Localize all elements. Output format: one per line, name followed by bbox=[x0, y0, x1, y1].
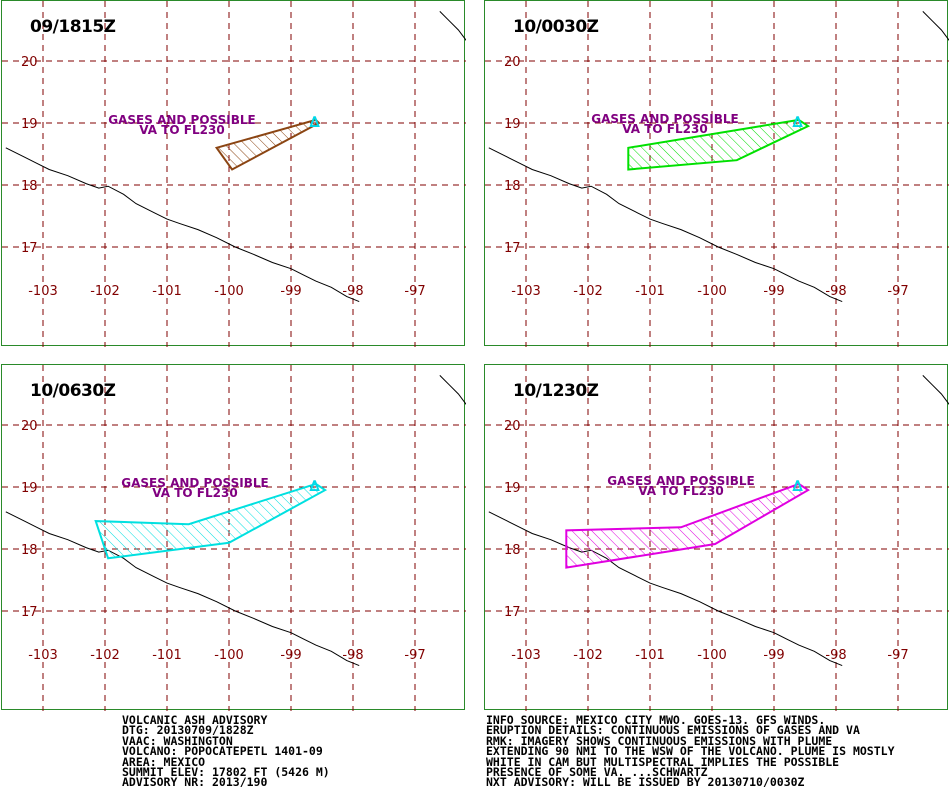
advisory-line: RMK: IMAGERY SHOWS CONTINUOUS EMISSIONS … bbox=[486, 733, 833, 748]
longitude-tick-label: -101 bbox=[152, 284, 182, 299]
volcano-icon: ∆ bbox=[792, 113, 803, 131]
latitude-tick-label: 19 bbox=[504, 117, 521, 132]
coastline bbox=[488, 147, 843, 303]
longitude-tick-label: -99 bbox=[763, 648, 784, 663]
latitude-tick-label: 20 bbox=[504, 55, 521, 70]
advisory-header-block: VOLCANIC ASH ADVISORY DTG: 20130709/1828… bbox=[122, 713, 330, 790]
longitude-tick-label: -99 bbox=[763, 284, 784, 299]
longitude-tick-label: -98 bbox=[342, 284, 363, 299]
advisory-line: VAAC: WASHINGTON bbox=[122, 733, 233, 748]
coastline bbox=[922, 375, 949, 405]
map-canvas: 20 19 18 17 -103 -102 -101 -100 -99 -98 -97 ∆ GASES … bbox=[485, 1, 949, 347]
latitude-tick-label: 19 bbox=[21, 117, 38, 132]
ash-cloud-label: VA TO FL230 bbox=[638, 484, 723, 498]
map-canvas: 20 19 18 17 -103 -102 -101 -100 -99 -98 -97 ∆ GASES … bbox=[2, 1, 466, 347]
longitude-tick-label: -100 bbox=[214, 648, 244, 663]
longitude-tick-label: -103 bbox=[511, 648, 541, 663]
coastline bbox=[439, 11, 466, 41]
ash-cloud-polygon bbox=[94, 482, 328, 560]
longitude-tick-label: -98 bbox=[342, 648, 363, 663]
volcano-icon: ∆ bbox=[792, 477, 803, 495]
advisory-line: AREA: MEXICO bbox=[122, 754, 206, 769]
advisory-line: PRESENCE OF SOME VA. ...SCHWARTZ bbox=[486, 765, 708, 780]
map-panel-4: 20 19 18 17 -103 -102 -101 -100 -99 -98 -97 ∆ GASES … bbox=[484, 364, 949, 711]
longitude-tick-label: -100 bbox=[214, 284, 244, 299]
map-canvas: 20 19 18 17 -103 -102 -101 -100 -99 -98 -97 ∆ GASES … bbox=[2, 365, 466, 711]
advisory-line: NXT ADVISORY: WILL BE ISSUED BY 20130710… bbox=[486, 775, 805, 790]
longitude-tick-label: -99 bbox=[280, 648, 301, 663]
map-canvas: 20 19 18 17 -103 -102 -101 -100 -99 -98 -97 ∆ GASES … bbox=[485, 365, 949, 711]
coastline bbox=[5, 511, 360, 667]
ash-cloud-label: GASES AND POSSIBLE bbox=[591, 112, 738, 126]
longitude-tick-label: -103 bbox=[28, 648, 58, 663]
latitude-tick-label: 18 bbox=[21, 543, 38, 558]
longitude-tick-label: -101 bbox=[635, 284, 665, 299]
latitude-tick-label: 19 bbox=[504, 481, 521, 496]
longitude-tick-label: -97 bbox=[404, 648, 425, 663]
coastline bbox=[922, 11, 949, 41]
ash-cloud-polygon bbox=[627, 118, 811, 171]
ash-cloud-label: VA TO FL230 bbox=[622, 122, 707, 136]
longitude-tick-label: -99 bbox=[280, 284, 301, 299]
ash-cloud-polygon bbox=[214, 118, 321, 171]
longitude-tick-label: -103 bbox=[511, 284, 541, 299]
latitude-tick-label: 17 bbox=[21, 605, 38, 620]
map-panel-2: 20 19 18 17 -103 -102 -101 -100 -99 -98 -97 ∆ GASES … bbox=[484, 0, 949, 347]
advisory-line: VOLCANO: POPOCATEPETL 1401-09 bbox=[122, 744, 323, 759]
latitude-tick-label: 17 bbox=[504, 241, 521, 256]
longitude-tick-label: -98 bbox=[825, 284, 846, 299]
longitude-tick-label: -98 bbox=[825, 648, 846, 663]
advisory-line: VOLCANIC ASH ADVISORY bbox=[122, 713, 268, 727]
volcano-icon: ∆ bbox=[309, 113, 320, 131]
panel-time-label: 10/0030Z bbox=[513, 17, 599, 37]
panel-time-label: 09/1815Z bbox=[30, 17, 116, 37]
longitude-tick-label: -102 bbox=[573, 284, 603, 299]
ash-cloud-label: VA TO FL230 bbox=[139, 123, 224, 137]
advisory-line: ADVISORY NR: 2013/190 bbox=[122, 775, 268, 790]
ash-cloud-label: GASES AND POSSIBLE bbox=[607, 474, 754, 488]
advisory-line: INFO SOURCE: MEXICO CITY MWO. GOES-13. G… bbox=[486, 713, 826, 727]
coastline bbox=[439, 375, 466, 405]
longitude-tick-label: -100 bbox=[697, 648, 727, 663]
longitude-tick-label: -97 bbox=[887, 648, 908, 663]
latitude-tick-label: 20 bbox=[21, 419, 38, 434]
longitude-tick-label: -102 bbox=[90, 648, 120, 663]
ash-cloud-label: GASES AND POSSIBLE bbox=[108, 113, 255, 127]
map-panel-1: 20 19 18 17 -103 -102 -101 -100 -99 -98 -97 ∆ GASES … bbox=[1, 0, 466, 347]
longitude-tick-label: -101 bbox=[635, 648, 665, 663]
volcano-icon: ∆ bbox=[309, 477, 320, 495]
longitude-tick-label: -101 bbox=[152, 648, 182, 663]
ash-cloud-label: VA TO FL230 bbox=[152, 486, 237, 500]
latitude-tick-label: 18 bbox=[504, 179, 521, 194]
ash-cloud-polygon bbox=[565, 482, 810, 569]
coastline bbox=[5, 147, 360, 303]
advisory-line: WHITE IN CAM BUT MULTISPECTRAL IMPLIES T… bbox=[486, 754, 840, 769]
longitude-tick-label: -102 bbox=[573, 648, 603, 663]
panel-time-label: 10/1230Z bbox=[513, 381, 599, 401]
advisory-line: ERUPTION DETAILS: CONTINUOUS EMISSIONS O… bbox=[486, 723, 860, 738]
longitude-tick-label: -103 bbox=[28, 284, 58, 299]
panel-time-label: 10/0630Z bbox=[30, 381, 116, 401]
latitude-tick-label: 18 bbox=[21, 179, 38, 194]
latitude-tick-label: 18 bbox=[504, 543, 521, 558]
longitude-tick-label: -97 bbox=[887, 284, 908, 299]
ash-cloud-label: GASES AND POSSIBLE bbox=[121, 476, 268, 490]
longitude-tick-label: -102 bbox=[90, 284, 120, 299]
latitude-tick-label: 20 bbox=[504, 419, 521, 434]
map-panel-3: 20 19 18 17 -103 -102 -101 -100 -99 -98 -97 ∆ GASES … bbox=[1, 364, 466, 711]
longitude-tick-label: -97 bbox=[404, 284, 425, 299]
latitude-tick-label: 20 bbox=[21, 55, 38, 70]
latitude-tick-label: 19 bbox=[21, 481, 38, 496]
advisory-line: SUMMIT ELEV: 17802 FT (5426 M) bbox=[122, 765, 330, 780]
coastline bbox=[488, 511, 843, 667]
advisory-line: EXTENDING 90 NMI TO THE WSW OF THE VOLCA… bbox=[486, 744, 895, 759]
advisory-details-block: INFO SOURCE: MEXICO CITY MWO. GOES-13. G… bbox=[486, 713, 895, 790]
latitude-tick-label: 17 bbox=[21, 241, 38, 256]
longitude-tick-label: -100 bbox=[697, 284, 727, 299]
advisory-line: DTG: 20130709/1828Z bbox=[122, 723, 254, 738]
latitude-tick-label: 17 bbox=[504, 605, 521, 620]
